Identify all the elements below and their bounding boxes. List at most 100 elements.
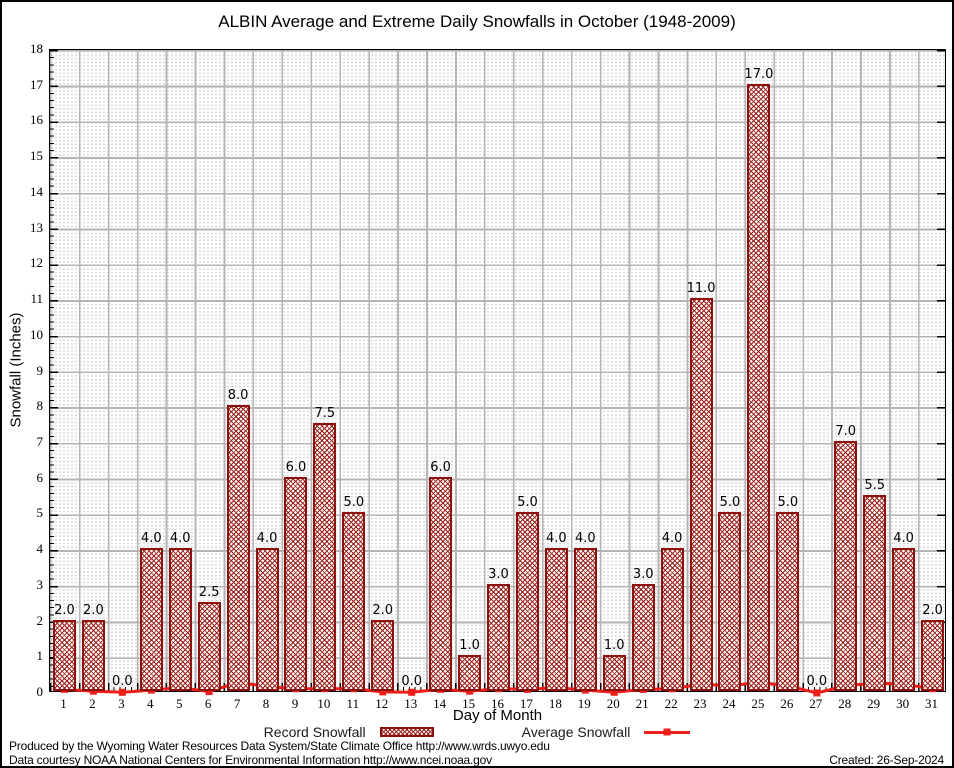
record-bar-day-12 (371, 619, 395, 691)
y-tick-label: 5 (36, 505, 44, 521)
record-bar-day-22 (660, 548, 684, 691)
x-tick-label: 31 (925, 696, 939, 711)
record-bar-day-31 (921, 619, 945, 691)
x-tick-label: 10 (317, 696, 331, 711)
record-bar-day-28 (834, 440, 858, 691)
x-axis-title: Day of Month (452, 707, 543, 724)
y-tick-label: 13 (30, 219, 43, 235)
record-bar-day-8 (255, 548, 279, 691)
record-bar-day-6 (197, 601, 221, 691)
y-tick-label: 1 (36, 648, 44, 664)
record-bar-day-24 (718, 512, 742, 691)
record-bar-day-10 (313, 423, 337, 691)
bar-value-label: 0.0 (111, 674, 133, 689)
y-tick-label: 12 (30, 255, 43, 271)
bar-value-label: 7.0 (835, 423, 857, 439)
x-tick-label: 18 (548, 696, 562, 711)
bar-value-label: 2.0 (372, 602, 394, 618)
bar-value-label: 4.0 (574, 531, 596, 547)
x-tick-label: 23 (693, 696, 707, 711)
legend-record-label: Record Snowfall (263, 724, 366, 740)
record-bar-day-5 (168, 548, 192, 691)
x-tick-label: 5 (175, 696, 183, 711)
bar-value-label: 0.0 (806, 674, 828, 689)
x-tick-label: 9 (291, 696, 299, 711)
record-bar-day-21 (631, 583, 655, 691)
y-tick-label: 6 (36, 469, 44, 485)
x-tick-label: 26 (780, 696, 794, 711)
bar-value-label: 1.0 (459, 638, 480, 654)
x-tick-label: 17 (519, 696, 533, 711)
y-tick-label: 11 (30, 291, 43, 307)
x-tick-label: 11 (346, 696, 360, 711)
x-tick-label: 30 (896, 696, 910, 711)
record-bar-day-2 (81, 619, 105, 691)
bar-value-label: 5.5 (864, 477, 885, 493)
record-bar-day-17 (515, 512, 539, 691)
legend-average-line-sample (644, 728, 691, 736)
y-tick-label: 15 (30, 148, 43, 164)
x-tick-label: 12 (375, 696, 389, 711)
bar-value-label: 1.0 (603, 638, 625, 654)
bar-value-label: 4.0 (256, 531, 278, 547)
x-tick-label: 7 (233, 696, 241, 711)
x-tick-label: 13 (404, 696, 418, 711)
chart-title: ALBIN Average and Extreme Daily Snowfall… (218, 12, 736, 31)
x-tick-label: 2 (89, 696, 96, 711)
x-tick-label: 24 (722, 696, 736, 711)
record-bar-day-1 (52, 619, 76, 691)
bar-value-label: 4.0 (140, 531, 162, 547)
x-tick-label: 22 (664, 696, 678, 711)
bar-value-label: 4.0 (661, 531, 683, 547)
x-tick-label: 6 (204, 696, 212, 711)
bar-value-label: 8.0 (227, 388, 249, 404)
x-tick-label: 8 (262, 696, 270, 711)
record-bar-day-18 (544, 548, 568, 691)
record-bar-day-7 (226, 405, 250, 691)
attribution-line-2: Data courtesy NOAA National Centers for … (9, 753, 492, 767)
x-tick-label: 21 (635, 696, 649, 711)
x-tick-label: 20 (606, 696, 620, 711)
y-tick-label: 7 (36, 433, 44, 449)
x-tick-label: 25 (751, 696, 765, 711)
bar-value-label: 5.0 (343, 495, 365, 511)
record-bar-day-26 (776, 512, 800, 691)
x-tick-label: 28 (838, 696, 852, 711)
record-bar-day-23 (689, 298, 713, 691)
x-tick-label: 16 (491, 696, 504, 711)
x-tick-label: 14 (433, 696, 447, 711)
bar-value-label: 5.0 (777, 495, 799, 511)
bar-value-label: 6.0 (430, 459, 451, 475)
bar-value-label: 0.0 (401, 674, 423, 689)
y-tick-label: 0 (36, 684, 44, 699)
legend-average-label: Average Snowfall (521, 724, 631, 740)
record-bar-day-4 (139, 548, 163, 691)
y-tick-label: 16 (30, 112, 43, 128)
record-bar-day-20 (602, 655, 626, 691)
x-tick-label: 15 (462, 696, 476, 711)
record-bar-day-19 (573, 548, 597, 691)
legend-average-marker-icon (663, 728, 671, 736)
record-bar-day-11 (342, 512, 366, 691)
y-tick-label: 3 (36, 576, 44, 592)
y-tick-label: 10 (30, 326, 43, 342)
y-tick-label: 9 (36, 362, 44, 378)
bar-value-label: 2.0 (922, 602, 943, 618)
plot-area: 2.0 2.0 0.0 4.0 4.0 2.5 8.0 4.0 6.0 7.5 5.0 2.0 0.0 6… (49, 49, 946, 697)
bar-value-label: 5.0 (517, 495, 538, 511)
bar-value-label: 2.0 (83, 602, 104, 618)
x-tick-label: 27 (809, 696, 823, 711)
y-tick-label: 8 (36, 398, 44, 414)
y-tick-label: 14 (30, 183, 43, 199)
y-tick-label: 2 (36, 612, 44, 628)
legend-record-swatch (379, 727, 434, 737)
bar-value-label: 3.0 (632, 566, 654, 582)
bar-value-label: 7.5 (314, 406, 336, 422)
record-bar-day-29 (863, 494, 887, 691)
bar-value-label: 5.0 (719, 495, 741, 511)
record-bar-day-15 (458, 655, 482, 691)
created-date: Created: 26-Sep-2024 (829, 753, 944, 767)
bar-value-label: 4.0 (546, 531, 567, 547)
attribution-line-1: Produced by the Wyoming Water Resources … (9, 739, 550, 753)
